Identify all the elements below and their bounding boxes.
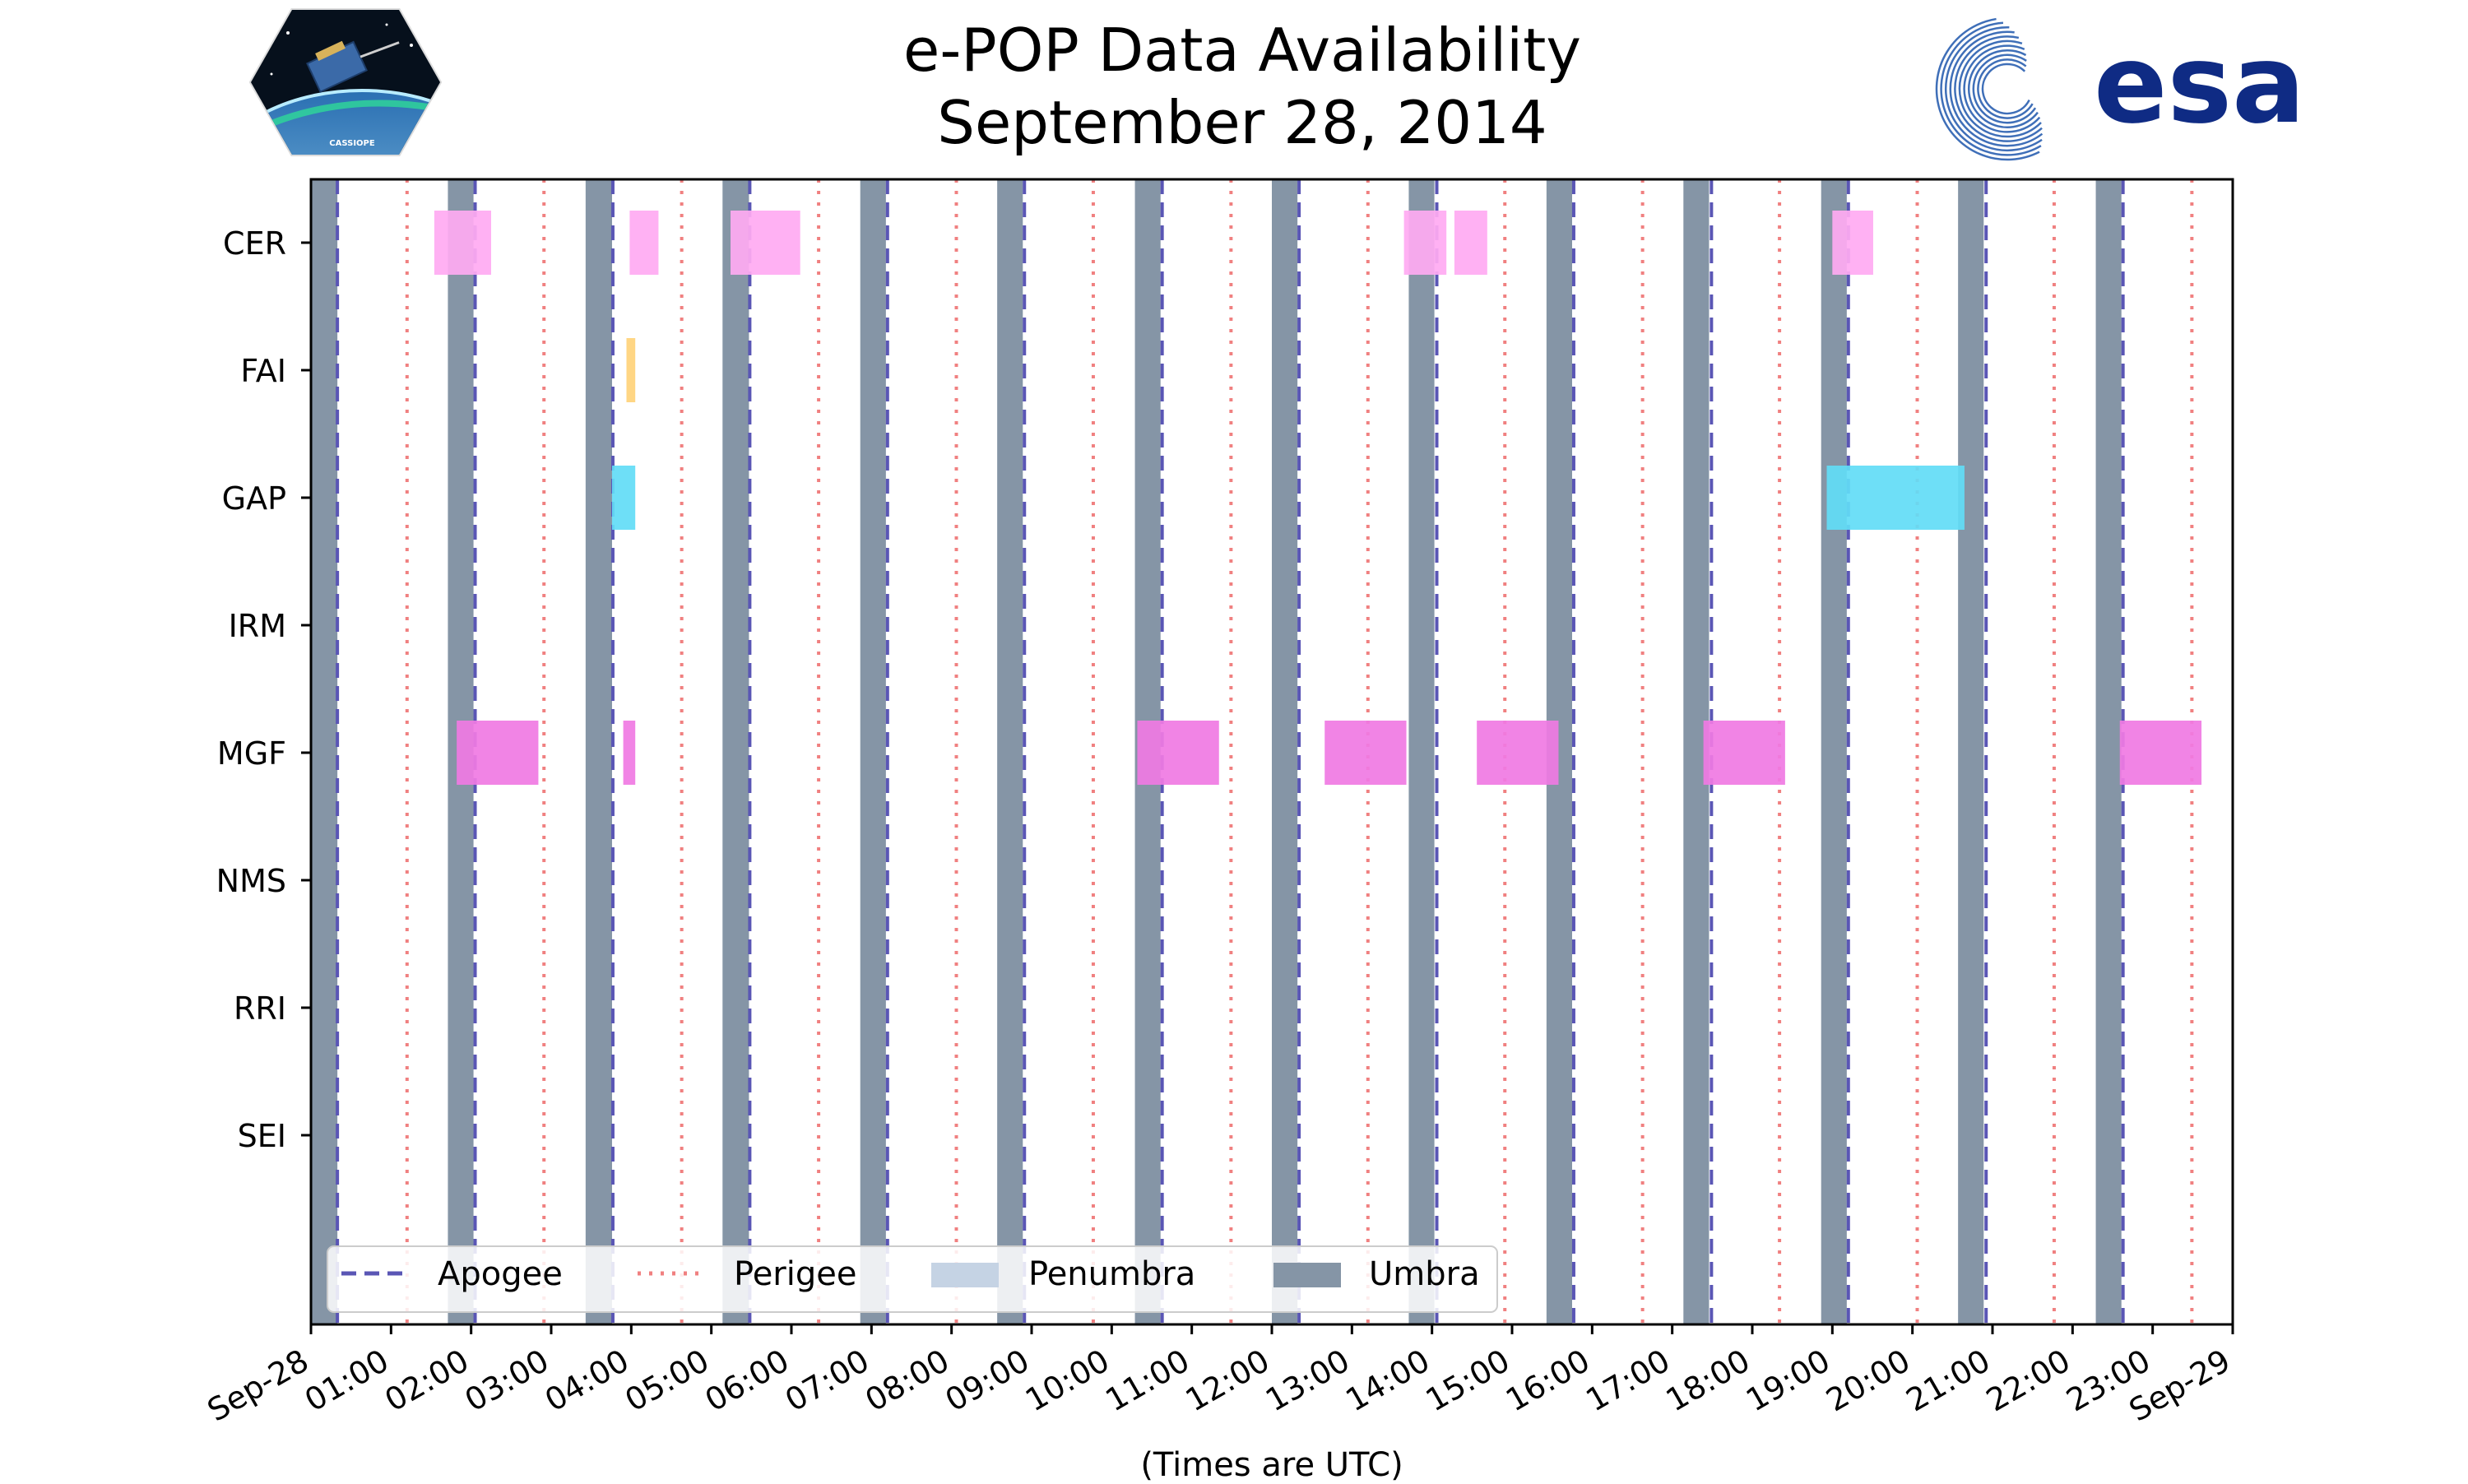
x-axis: Sep-2801:0002:0003:0004:0005:0006:0007:0… [202,1324,2237,1429]
x-tick-label: 15:00 [1420,1343,1516,1419]
availability-bar-cer [1832,211,1873,275]
esa-swirl-arc [1935,17,2040,161]
legend-apogee-label: Apogee [438,1255,563,1293]
availability-bar-cer [629,211,659,275]
esa-swirl-arc [1972,53,2037,124]
legend-perigee-label: Perigee [734,1255,856,1293]
availability-bar-cer [1454,211,1487,275]
chart-title-line2: September 28, 2014 [937,88,1547,157]
umbra-band [997,179,1023,1324]
availability-bar-mgf [1477,721,1559,785]
x-tick-label: 03:00 [459,1343,555,1419]
umbra-band [1821,179,1847,1324]
availability-bar-fai [626,338,636,402]
cassiope-logo-text: CASSIOPE [329,139,375,148]
x-tick-label: 04:00 [539,1343,635,1419]
y-tick-label: GAP [222,480,286,517]
x-tick-label: 05:00 [619,1343,715,1419]
y-tick-label: IRM [229,608,286,644]
x-tick-label: 02:00 [378,1343,475,1419]
y-tick-label: MGF [217,735,286,772]
esa-swirl-arc [1963,44,2041,133]
availability-bar-mgf [2119,721,2202,785]
availability-bar-gap [611,466,636,530]
availability-bars [434,211,2202,785]
x-tick-label: 19:00 [1740,1343,1836,1419]
umbra-band [722,179,749,1324]
esa-swirl-arc [1954,35,2043,142]
esa-swirl-arc [1981,63,2030,115]
y-tick-label: NMS [216,863,286,899]
x-tick-label: 06:00 [699,1343,796,1419]
legend-umbra-swatch [1273,1263,1341,1287]
availability-bar-cer [434,211,491,275]
x-tick-label: 09:00 [939,1343,1036,1419]
x-tick-label: 07:00 [779,1343,875,1419]
x-tick-label: 17:00 [1580,1343,1676,1419]
legend-umbra-label: Umbra [1369,1255,1480,1293]
x-tick-label: 14:00 [1339,1343,1436,1419]
x-axis-label: (Times are UTC) [1140,1446,1403,1481]
availability-bar-mgf [1137,721,1219,785]
umbra-band [1272,179,1298,1324]
chart-title-line1: e-POP Data Availability [903,16,1581,85]
legend-frame [327,1245,1498,1313]
legend-penumbra-label: Penumbra [1028,1255,1195,1293]
esa-swirl-arc [1958,39,2042,138]
umbra-band [1958,179,1984,1324]
umbra-band [860,179,886,1324]
y-tick-label: SEI [238,1118,286,1154]
esa-swirl-icon [1935,17,2044,161]
umbra-band [585,179,612,1324]
x-tick-label: 11:00 [1099,1343,1195,1419]
esa-logo: esa [1935,17,2305,161]
x-tick-label: Sep-28 [202,1343,315,1429]
availability-bar-mgf [1324,721,1407,785]
x-tick-label: 16:00 [1500,1343,1596,1419]
legend-penumbra-swatch [931,1263,999,1287]
x-tick-label: 08:00 [859,1343,955,1419]
x-tick-label: 22:00 [1980,1343,2076,1419]
x-tick-label: 20:00 [1820,1343,1916,1419]
x-tick-label: 18:00 [1660,1343,1756,1419]
x-tick-label: 21:00 [1900,1343,1997,1419]
availability-bar-cer [1403,211,1447,275]
esa-swirl-arc [1949,30,2044,147]
esa-logo-text: esa [2094,21,2305,148]
esa-swirl-arc [1977,58,2034,119]
availability-bar-mgf [623,721,636,785]
availability-bar-mgf [457,721,539,785]
x-tick-label: 01:00 [299,1343,395,1419]
y-tick-label: CER [223,225,286,262]
apogee-lines [336,179,2125,1324]
umbra-band [2095,179,2122,1324]
esa-swirl-arc [1940,21,2042,156]
umbra-band [1408,179,1435,1324]
esa-swirl-arc [1967,49,2039,128]
availability-bar-mgf [1703,721,1785,785]
y-axis: CER FAI GAP IRM MGF NMS RRI SEI [216,225,311,1154]
y-tick-label: FAI [240,353,286,389]
x-tick-label: 10:00 [1019,1343,1116,1419]
umbra-band [311,179,338,1324]
availability-bar-cer [731,211,800,275]
availability-bar-gap [1826,466,1965,530]
y-tick-label: RRI [234,990,286,1027]
x-tick-label: 13:00 [1260,1343,1356,1419]
x-tick-label: 12:00 [1180,1343,1276,1419]
esa-swirl-arc [1944,26,2043,152]
umbra-bands [311,179,2122,1324]
legend: Apogee Perigee Penumbra Umbra [327,1245,1498,1313]
